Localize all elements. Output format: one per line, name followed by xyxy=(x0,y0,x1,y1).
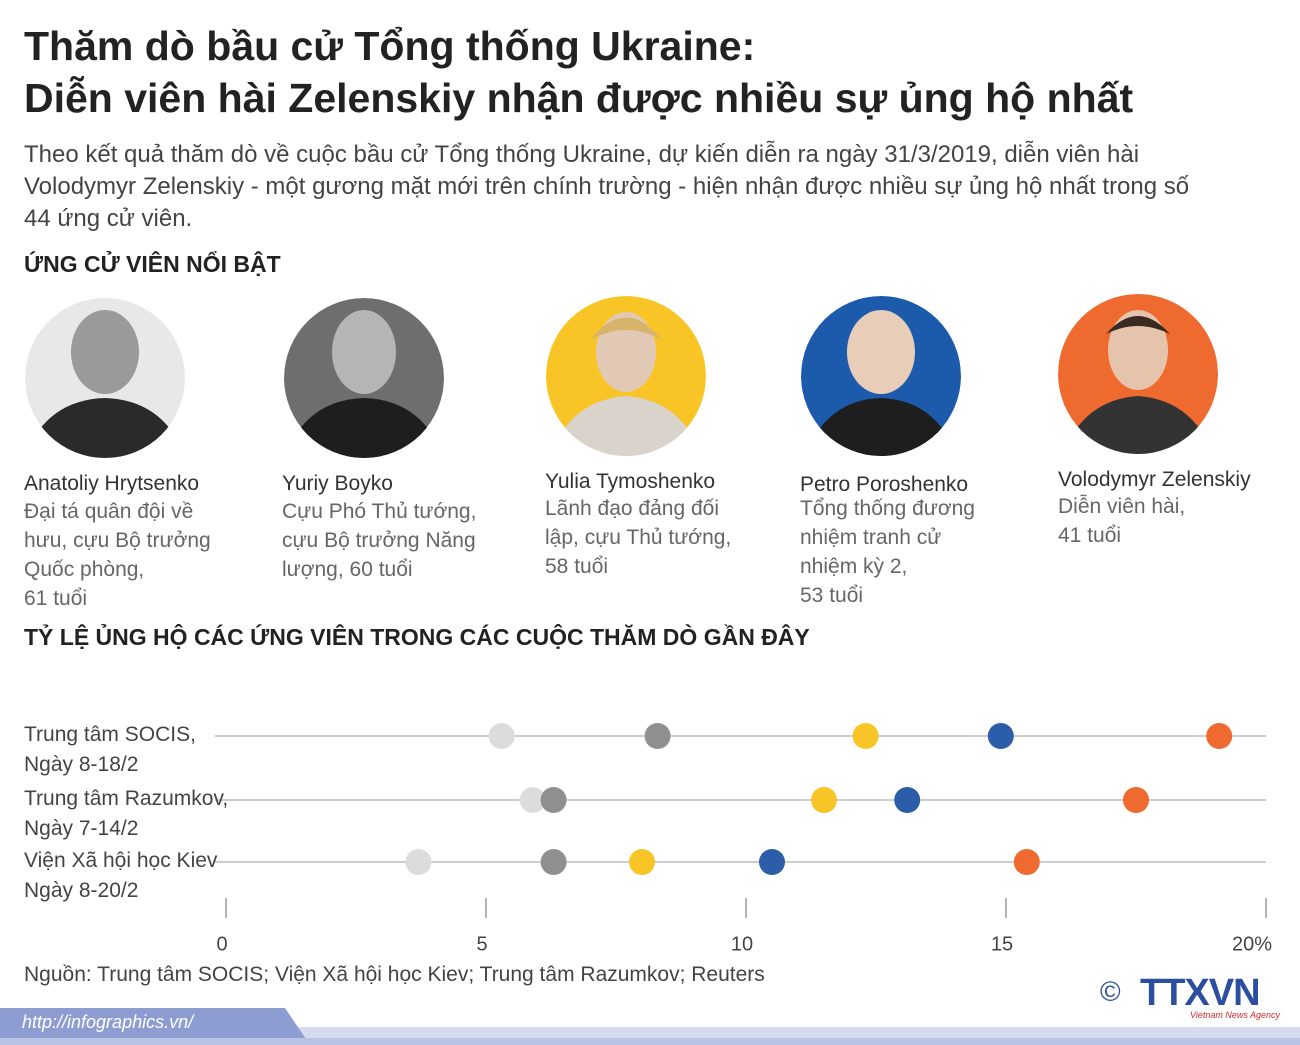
candidate-description: Đại tá quân đội về hưu, cựu Bộ trưởng Qu… xyxy=(24,500,211,610)
portrait xyxy=(1058,294,1218,454)
portrait xyxy=(284,298,444,458)
x-tick-label: 0 xyxy=(216,933,227,955)
x-tick-label: 15 xyxy=(991,933,1013,955)
category-label: Viện Xã hội học Kiev Ngày 8-20/2 xyxy=(24,849,218,902)
dot xyxy=(519,787,546,813)
portraits xyxy=(25,294,1218,458)
dot xyxy=(405,849,432,875)
dot xyxy=(644,723,671,749)
candidate-name: Yuriy Boyko xyxy=(282,472,393,495)
source: Nguồn: Trung tâm SOCIS; Viện Xã hội học … xyxy=(24,963,765,986)
portrait xyxy=(801,296,961,456)
candidate-description: Lãnh đạo đảng đối lập, cựu Thủ tướng, 58… xyxy=(545,497,732,578)
logo-subtitle: Vietnam News Agency xyxy=(1190,1010,1281,1020)
copyright: © xyxy=(1100,976,1121,1007)
x-tick-label: 20% xyxy=(1232,933,1272,955)
dot xyxy=(759,849,785,875)
title: Thăm dò bầu cử Tổng thống Ukraine: Diễn … xyxy=(24,23,1134,121)
candidate-name: Volodymyr Zelenskiy xyxy=(1058,468,1251,491)
dot xyxy=(488,723,515,749)
dot xyxy=(540,787,567,813)
portrait xyxy=(546,296,706,456)
category-label: Trung tâm SOCIS, Ngày 8-18/2 xyxy=(24,723,196,776)
section-heading: ỨNG CỬ VIÊN NỔI BẬT xyxy=(24,251,281,277)
dot xyxy=(540,849,567,875)
footer-bar xyxy=(0,1008,1300,1045)
dot xyxy=(852,723,879,749)
candidate-name: Petro Poroshenko xyxy=(800,473,969,496)
dot xyxy=(811,787,837,813)
logo: TTXVN xyxy=(1140,972,1261,1014)
candidate-description: Cựu Phó Thủ tướng, cựu Bộ trưởng Năng lư… xyxy=(282,500,477,581)
candidate-name: Anatoliy Hrytsenko xyxy=(24,472,200,495)
dot xyxy=(629,849,655,875)
footer-url: http://infographics.vn/ xyxy=(22,1012,194,1032)
category-label: Trung tâm Razumkov, Ngày 7-14/2 xyxy=(24,787,229,840)
chart-svg: 0 5 10 15 20% xyxy=(215,723,1272,955)
x-tick-label: 5 xyxy=(476,933,487,955)
intro: Theo kết quả thăm dò về cuộc bầu cử Tổng… xyxy=(24,141,1190,232)
dot xyxy=(894,787,921,813)
candidate-description: Tổng thống đương nhiệm tranh cử nhiệm kỳ… xyxy=(800,497,975,607)
dot xyxy=(1206,723,1233,749)
x-tick-label: 10 xyxy=(731,933,753,955)
candidate-name: Yulia Tymoshenko xyxy=(545,470,716,493)
dot xyxy=(1123,787,1149,813)
candidate-description: Diễn viên hài, 41 tuổi xyxy=(1058,495,1186,547)
chart: 0 5 10 15 20% Trung tâm SOCIS, Ngày 8-18/2 Tr… xyxy=(0,680,1300,960)
portrait xyxy=(25,298,185,458)
dot xyxy=(987,723,1014,749)
chart-title: TỶ LỆ ỦNG HỘ CÁC ỨNG VIÊN TRONG CÁC CUỘC… xyxy=(24,624,810,650)
dot xyxy=(1013,849,1040,875)
